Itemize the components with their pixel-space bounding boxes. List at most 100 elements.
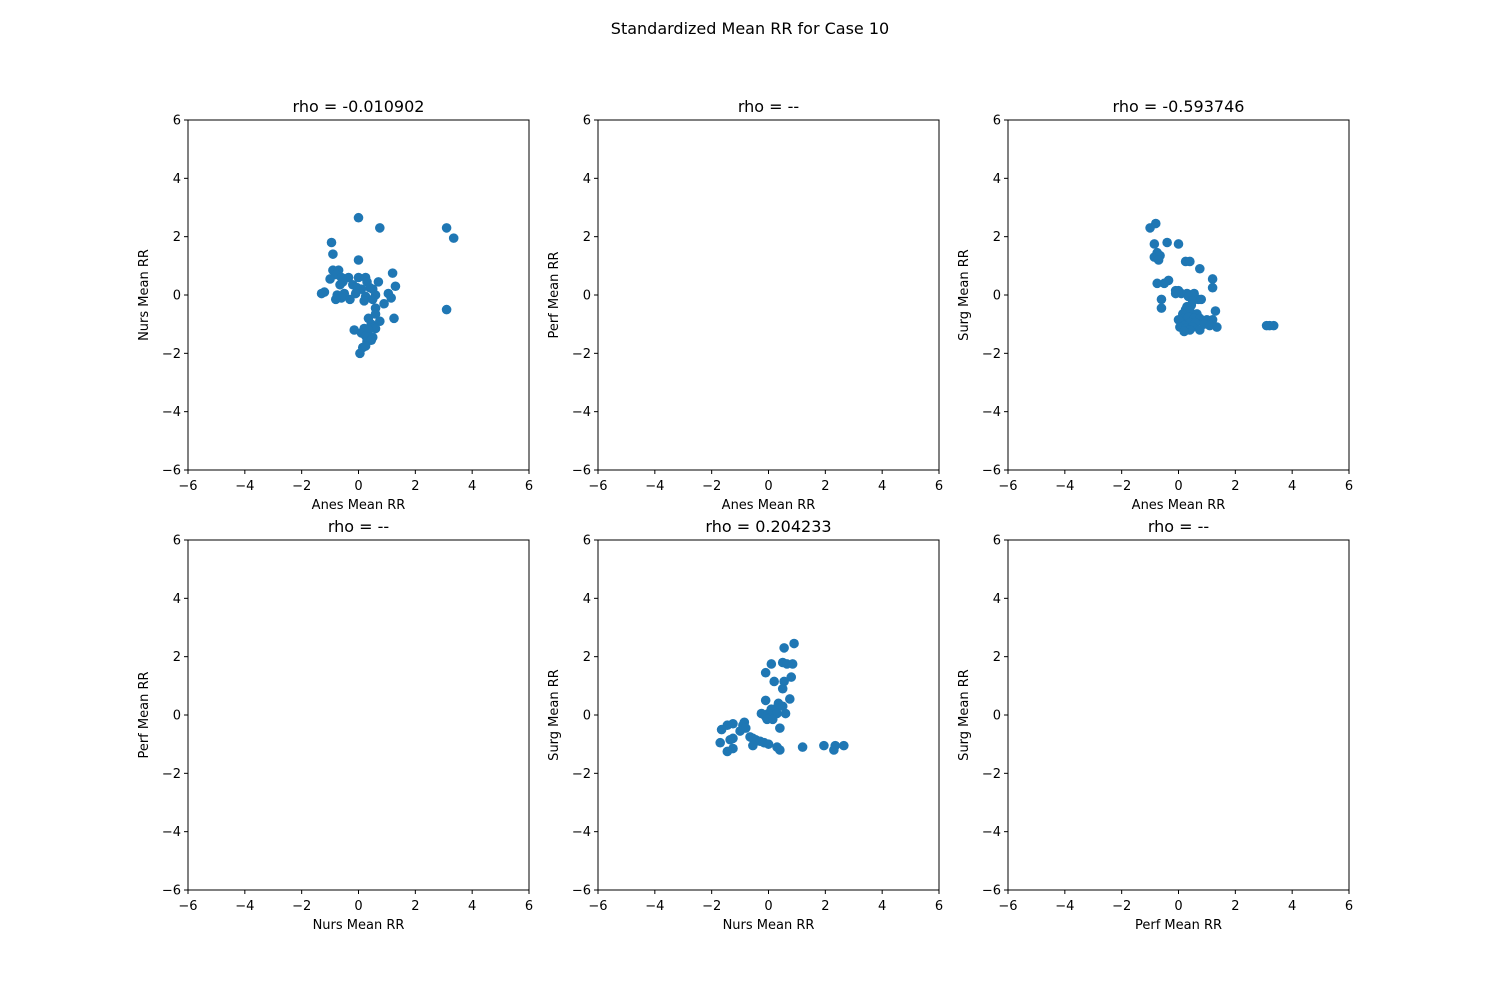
scatter-point (777, 683, 788, 694)
scatter-point (335, 279, 345, 290)
scatter-point (1173, 239, 1184, 249)
scatter-point (316, 288, 327, 299)
subplot-title: rho = -- (738, 97, 799, 116)
x-tick-label: 2 (1231, 479, 1239, 494)
scatter-point (1195, 325, 1205, 335)
y-tick-label: −6 (162, 884, 181, 899)
y-axis-label: Surg Mean RR (957, 669, 972, 761)
y-tick-label: 4 (173, 592, 181, 607)
scatter-point (1162, 237, 1172, 248)
y-tick-label: 4 (993, 592, 1001, 607)
subplot-2: rho = -- −6 −4 −2 0 2 4 6 −6 −4 −2 0 2 4 6 Anes Mean RR… (547, 97, 943, 513)
x-axis-label: Anes Mean RR (1132, 498, 1226, 513)
y-tick-label: 0 (583, 289, 591, 304)
scatter-point (735, 726, 745, 736)
y-tick-label: −4 (982, 405, 1001, 420)
x-tick-label: −4 (1055, 479, 1074, 494)
y-tick-label: −4 (572, 825, 591, 840)
y-axis-label: Perf Mean RR (547, 251, 562, 338)
x-tick-label: 4 (1288, 479, 1296, 494)
x-tick-label: −6 (588, 899, 607, 914)
scatter-point (787, 659, 798, 669)
scatter-point (1153, 255, 1164, 265)
y-tick-label: −6 (572, 884, 591, 899)
scatter-point (373, 277, 384, 287)
y-tick-label: 2 (993, 230, 1001, 245)
subplot-title: rho = -- (1148, 517, 1209, 536)
x-tick-label: −4 (1055, 899, 1074, 914)
scatter-point (441, 223, 452, 233)
scatter-point (769, 676, 779, 687)
x-axis-label: Nurs Mean RR (313, 918, 405, 933)
subplot-grid: rho = -0.010902 −6 −4 −2 0 2 4 6 −6 −4 −2 0 2 4 6 Anes … (137, 97, 1353, 933)
y-tick-label: −2 (572, 767, 591, 782)
subplot-5: rho = 0.204233 −6 −4 −2 0 2 4 6 −6 −4 −2 0 2 4 6 Nurs M… (547, 517, 943, 933)
x-tick-label: −2 (1112, 479, 1131, 494)
scatter-point (1152, 278, 1162, 289)
scatter-point (760, 695, 771, 706)
scatter-point (722, 746, 733, 757)
scatter-point (360, 341, 371, 351)
scatter-point (325, 274, 335, 284)
scatter-point (1195, 263, 1205, 274)
scatter-point (767, 714, 778, 725)
x-tick-label: −6 (998, 479, 1017, 494)
y-tick-label: −2 (982, 767, 1001, 782)
y-axis-label: Nurs Mean RR (137, 249, 152, 341)
scatter-point (1207, 282, 1218, 293)
scatter-point (786, 672, 797, 682)
scatter-point (715, 737, 725, 748)
scatter-point (1149, 239, 1160, 249)
y-tick-label: 6 (173, 534, 181, 549)
scatter-point (716, 724, 727, 735)
y-tick-label: 6 (993, 534, 1001, 549)
y-tick-label: 2 (583, 650, 591, 665)
y-tick-label: 2 (993, 650, 1001, 665)
x-tick-label: 6 (1345, 899, 1353, 914)
x-tick-label: −2 (702, 479, 721, 494)
x-tick-label: 6 (935, 899, 943, 914)
y-tick-label: −4 (162, 825, 181, 840)
x-tick-label: 6 (1345, 479, 1353, 494)
x-tick-label: −6 (178, 479, 197, 494)
scatter-point (1210, 306, 1221, 316)
scatter-point (1268, 320, 1279, 331)
x-tick-label: −6 (998, 899, 1017, 914)
scatter-point (1196, 294, 1207, 305)
x-tick-label: 0 (764, 479, 772, 494)
subplot-title: rho = -0.593746 (1113, 97, 1245, 116)
x-tick-label: −4 (235, 479, 254, 494)
subplot-1: rho = -0.010902 −6 −4 −2 0 2 4 6 −6 −4 −2 0 2 4 6 Anes … (137, 97, 533, 513)
y-axis-label: Perf Mean RR (137, 671, 152, 758)
scatter-point (1159, 278, 1170, 289)
scatter-point (780, 708, 791, 719)
x-axis-label: Anes Mean RR (312, 498, 406, 513)
x-axis-label: Anes Mean RR (722, 498, 816, 513)
y-tick-label: 4 (173, 172, 181, 187)
scatter-point (326, 237, 337, 248)
x-axis-label: Perf Mean RR (1135, 918, 1222, 933)
scatter-point (789, 638, 799, 649)
scatter-point (779, 676, 789, 687)
x-tick-label: −2 (702, 899, 721, 914)
x-tick-label: −2 (1112, 899, 1131, 914)
scatter-point (1207, 274, 1218, 284)
x-tick-label: 0 (354, 899, 362, 914)
scatter-point (367, 294, 378, 305)
scatter-point (785, 694, 795, 704)
subplot-title: rho = -0.010902 (293, 97, 425, 116)
x-tick-label: −4 (235, 899, 254, 914)
scatter-point (819, 740, 829, 751)
y-tick-label: −6 (572, 464, 591, 479)
y-tick-label: −6 (162, 464, 181, 479)
scatter-point (386, 293, 396, 303)
y-tick-label: 4 (583, 592, 591, 607)
scatter-point (441, 304, 452, 315)
scatter-point (775, 723, 785, 733)
y-tick-label: −2 (162, 767, 181, 782)
scatter-point (359, 296, 369, 306)
scatter-point (1145, 223, 1155, 233)
y-tick-label: 6 (583, 114, 591, 129)
